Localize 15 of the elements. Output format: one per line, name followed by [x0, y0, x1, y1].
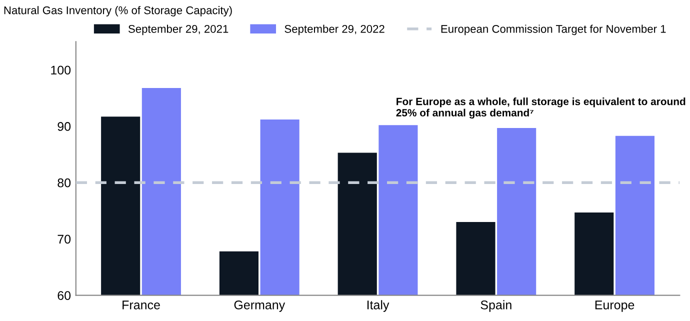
legend-label: September 29, 2021 — [128, 24, 228, 36]
y-axis-title: Natural Gas Inventory (% of Storage Capacity) — [4, 6, 232, 16]
legend-label: September 29, 2022 — [284, 24, 384, 36]
y-tick-label: 90 — [58, 122, 71, 131]
y-tick-label: 80 — [58, 178, 71, 188]
y-tick-label: 100 — [51, 66, 71, 75]
x-tick-label: Italy — [367, 300, 390, 312]
x-tick-label: France — [122, 300, 160, 310]
y-tick-label: 70 — [58, 234, 71, 244]
x-tick-label: Spain — [480, 300, 512, 312]
x-tick-label: Germany — [234, 300, 286, 312]
annotation: For Europe as a whole, full storage is equivalent to around 25% of annual gas demand⁷ — [396, 98, 686, 119]
legend-label: European Commission Target for November 1 — [441, 24, 666, 36]
x-tick-label: Europe — [595, 300, 634, 312]
y-tick-label: 60 — [58, 291, 71, 300]
